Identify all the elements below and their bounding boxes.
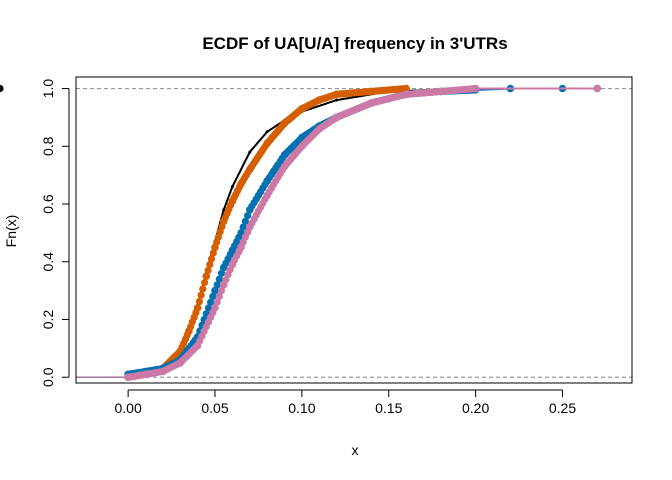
y-axis-label: Fn(x) [3,215,19,248]
series-2-point [219,263,228,272]
series-1-point [193,304,202,312]
series-3-point [193,341,202,350]
series-1-point [228,197,237,205]
series-1-point [263,139,271,148]
series-1-point [237,180,245,188]
x-tick-label: 0.20 [462,400,489,416]
series-3-point [471,84,480,93]
series-3-point [124,373,132,382]
series-1-point [209,249,217,257]
series-3-point [141,370,150,379]
series-1-point [219,217,228,226]
series-0-point [335,98,339,102]
series-1 [76,84,410,382]
series-1-point [204,266,212,274]
series-3-point [176,359,185,367]
series-3-point [219,281,228,289]
series-3 [76,84,602,382]
series-1-point [315,96,324,104]
y-tick-label: 0.6 [40,194,56,214]
series-3-point [332,113,341,122]
series-1-point [207,255,216,263]
series-3-point [228,260,237,269]
y-tick-label: 0.8 [40,136,56,156]
y-tick-label: 0.4 [40,252,56,272]
series-2-point [280,151,289,159]
series-1-point [202,272,211,281]
series-2-point [209,292,217,300]
series-3-point [217,287,226,295]
series-3-point [159,367,167,376]
x-axis: 0.00 0.05 0.10 0.15 0.20 0.25 [115,389,576,416]
series-0-point [230,185,234,189]
series-1-point [201,278,209,287]
series-2-point [211,286,219,295]
series-2-point [246,206,254,214]
series-3-point [280,162,289,171]
series-3-point [298,142,306,151]
series-3-point [593,84,602,93]
series-0-point [265,130,269,134]
series-1-point [332,90,341,99]
series-layer [0,84,602,382]
series-2-point [241,217,249,225]
series-0-point [248,150,252,154]
chart-title: ECDF of UA[U/A] frequency in 3'UTRs [202,34,507,53]
series-1-point [298,105,306,113]
series-3-point [402,90,410,99]
series-2-point [215,275,223,283]
series-2-point [244,212,252,220]
series-0-point [222,208,226,212]
series-1-point [367,87,376,96]
series-1-point [199,285,207,293]
series-2-point [204,304,213,312]
series-3-point [315,125,324,133]
series-1-point [185,327,193,335]
x-tick-label: 0.10 [288,400,315,416]
series-2 [76,84,602,379]
series-3-point [437,87,445,96]
x-axis-label: x [352,442,359,458]
x-tick-label: 0.15 [375,400,402,416]
series-0-point [0,84,4,93]
series-3-point [215,292,223,300]
series-2-point [263,177,271,185]
series-3-point [211,304,219,312]
series-3-point [213,298,221,306]
y-tick-label: 0.2 [40,310,56,330]
series-2-point [239,223,247,231]
series-2-point [217,269,226,277]
series-3-point [367,99,376,107]
reference-lines [76,87,632,378]
y-tick-label: 1.0 [40,79,56,99]
series-3-point [263,191,271,200]
series-2-point [207,298,215,306]
y-axis: 0.0 0.2 0.4 0.6 0.8 1.0 [40,79,70,387]
series-3-point [246,223,254,231]
series-0-line [127,87,476,376]
series-1-point [206,261,214,269]
series-2-point [228,246,237,254]
series-1-point [402,84,410,93]
x-tick-label: 0.00 [115,400,142,416]
plot-frame [75,76,633,384]
y-tick-label: 0.0 [40,367,56,387]
series-1-point [195,298,203,306]
series-1-point [246,165,254,174]
series-1-point [280,119,289,127]
series-1-point [197,291,205,299]
x-tick-label: 0.05 [201,400,228,416]
series-2-point [213,281,221,289]
series-3-point [237,243,245,252]
x-tick-label: 0.25 [549,400,576,416]
series-1-point [211,243,219,252]
